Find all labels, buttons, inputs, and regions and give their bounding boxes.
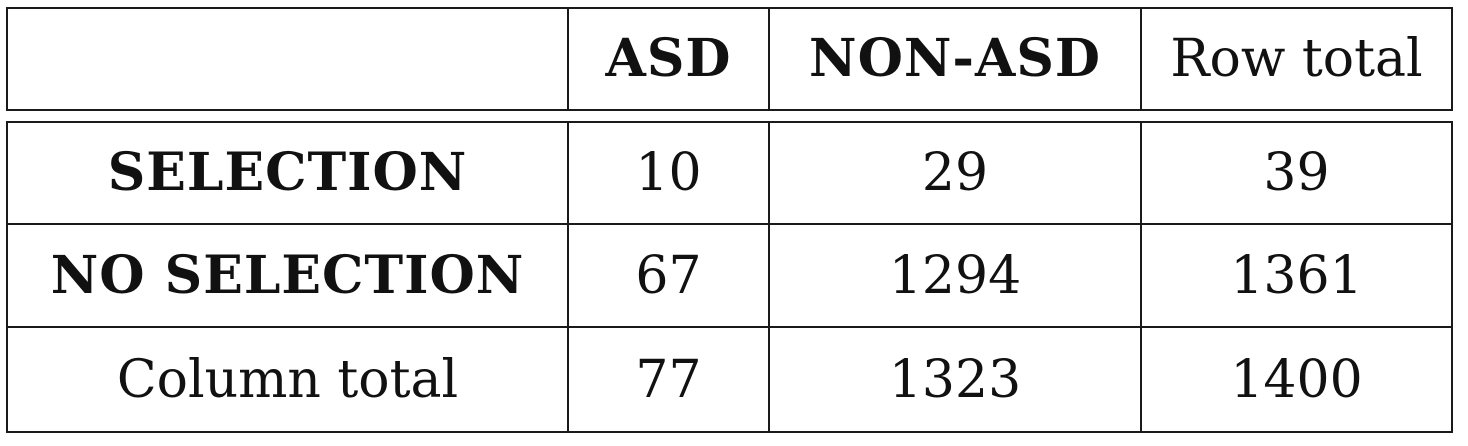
cell-selection-total: 39 [1263,143,1330,203]
cell-column-total-asd: 77 [635,349,702,410]
row-rule-2 [6,326,1453,328]
column-rule-1 [567,7,569,433]
contingency-table: ASD NON-ASD Row total SELECTION 10 29 39… [6,7,1453,433]
table-border-top [6,7,1453,9]
row-label-column-total: Column total [116,349,459,410]
header-corner-cell [8,9,567,109]
cell-selection-asd: 10 [635,143,702,203]
column-rule-2 [768,7,770,433]
row-label-no-selection: NO SELECTION [50,244,525,306]
table-border-left [6,7,8,433]
table-border-bottom [6,431,1453,433]
header-rule-lower [6,121,1453,123]
cell-no-selection-total: 1361 [1230,245,1363,306]
table-border-right [1451,7,1453,433]
row-rule-1 [6,223,1453,225]
header-non-asd: NON-ASD [809,28,1101,89]
cell-no-selection-non-asd: 1294 [888,245,1022,306]
cell-grand-total: 1400 [1230,349,1363,410]
header-rule-upper [6,109,1453,111]
header-asd: ASD [605,28,732,89]
column-rule-3 [1140,7,1142,433]
row-label-selection: SELECTION [107,142,468,203]
cell-no-selection-asd: 67 [635,245,702,306]
cell-column-total-non-asd: 1323 [888,349,1022,410]
header-row-total: Row total [1170,29,1423,89]
cell-selection-non-asd: 29 [921,143,989,203]
